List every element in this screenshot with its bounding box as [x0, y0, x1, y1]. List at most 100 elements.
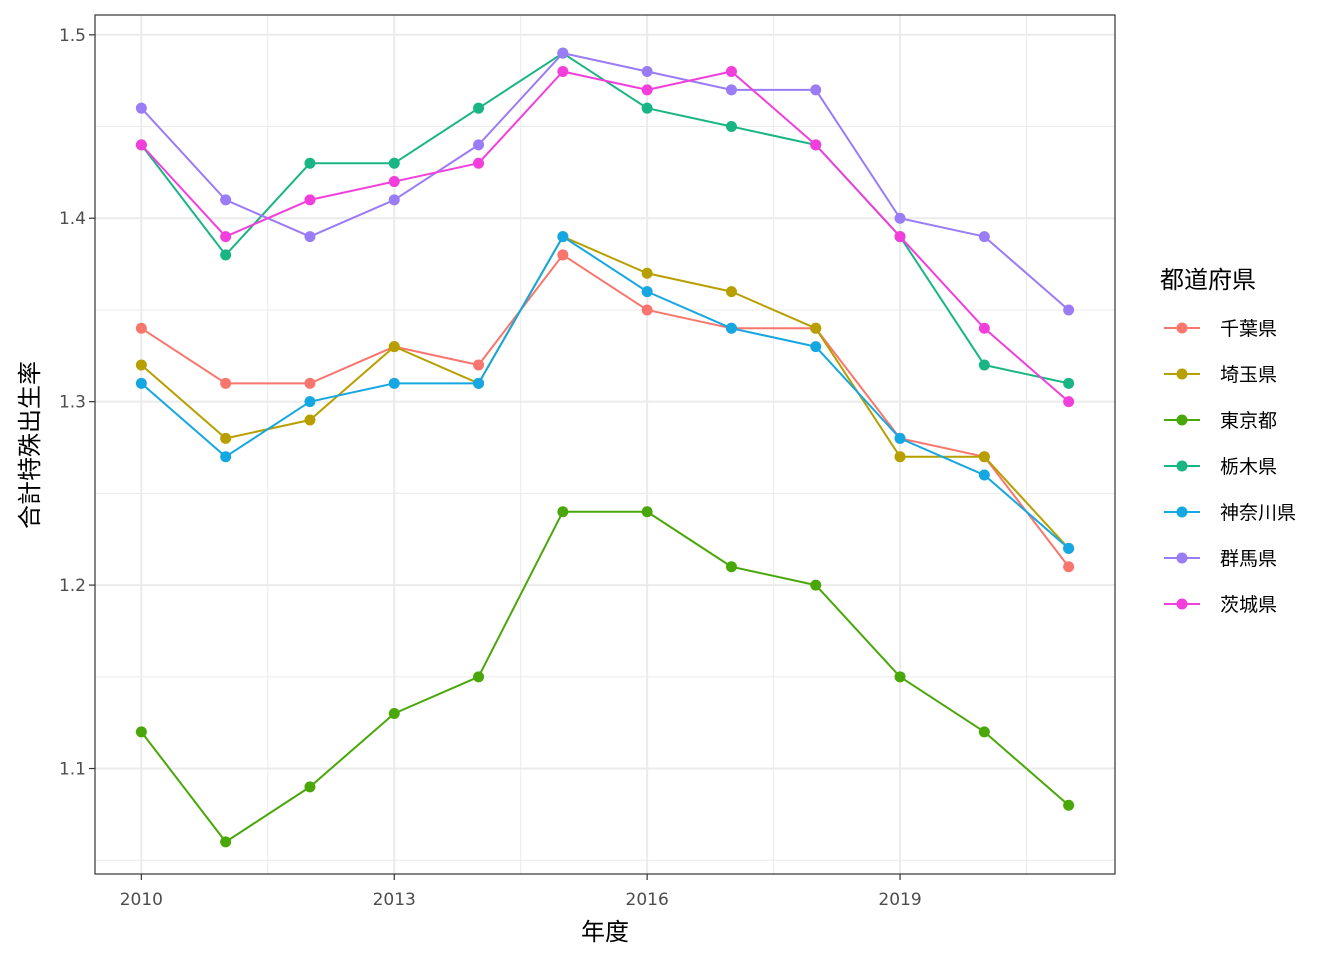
data-point	[473, 359, 485, 371]
legend-key-point	[1176, 414, 1188, 426]
data-point	[810, 84, 822, 96]
data-point	[473, 102, 485, 114]
data-point	[978, 469, 990, 481]
legend-label: 千葉県	[1220, 318, 1277, 340]
series-layer	[135, 47, 1075, 848]
data-point	[641, 84, 653, 96]
legend-label: 埼玉県	[1220, 364, 1277, 386]
legend-key-point	[1176, 552, 1188, 564]
data-point	[1063, 542, 1075, 554]
series-7	[135, 65, 1075, 408]
data-point	[135, 726, 147, 738]
data-point	[220, 377, 232, 389]
data-point	[304, 231, 316, 243]
data-point	[220, 836, 232, 848]
series-line	[140, 510, 1070, 843]
y-axis: 1.1 1.2 1.3 1.4 1.5	[59, 26, 95, 780]
legend-key-point	[1176, 506, 1188, 518]
data-point	[725, 84, 737, 96]
legend-label: 群馬県	[1220, 548, 1277, 570]
data-point	[473, 377, 485, 389]
data-point	[894, 451, 906, 463]
data-point	[557, 65, 569, 77]
legend-item: 神奈川県	[1164, 502, 1296, 524]
y-tick-label: 1.3	[59, 393, 86, 413]
series-line	[140, 70, 1070, 403]
x-axis-title: 年度	[581, 918, 629, 946]
data-point	[725, 322, 737, 334]
data-point	[894, 432, 906, 444]
data-point	[1063, 799, 1075, 811]
data-point	[1063, 377, 1075, 389]
data-point	[1063, 304, 1075, 316]
legend-item: 埼玉県	[1164, 364, 1277, 386]
data-point	[810, 579, 822, 591]
series-line	[140, 52, 1070, 311]
data-point	[725, 561, 737, 573]
legend-item: 千葉県	[1164, 318, 1277, 340]
series-line	[140, 253, 1070, 568]
data-point	[641, 267, 653, 279]
data-point	[473, 157, 485, 169]
legend-label: 東京都	[1220, 410, 1277, 432]
data-point	[641, 286, 653, 298]
legend-title: 都道府県	[1160, 266, 1256, 294]
data-point	[304, 377, 316, 389]
data-point	[220, 451, 232, 463]
data-point	[220, 249, 232, 261]
data-point	[725, 65, 737, 77]
data-point	[894, 212, 906, 224]
data-point	[978, 231, 990, 243]
series-6	[135, 47, 1075, 316]
data-point	[388, 194, 400, 206]
legend-item: 群馬県	[1164, 548, 1277, 570]
data-point	[725, 286, 737, 298]
legend-key-point	[1176, 322, 1188, 334]
data-point	[220, 432, 232, 444]
x-tick-label: 2016	[626, 890, 669, 910]
data-point	[557, 231, 569, 243]
legend-label: 茨城県	[1220, 594, 1277, 616]
x-tick-label: 2019	[878, 890, 921, 910]
legend-key-point	[1176, 460, 1188, 472]
data-point	[978, 322, 990, 334]
y-tick-label: 1.5	[59, 26, 86, 46]
data-point	[304, 157, 316, 169]
data-point	[304, 396, 316, 408]
data-point	[978, 726, 990, 738]
legend-item: 茨城県	[1164, 594, 1277, 616]
y-axis-title: 合計特殊出生率	[16, 361, 44, 529]
legend-label: 神奈川県	[1220, 502, 1296, 524]
data-point	[388, 707, 400, 719]
data-point	[388, 377, 400, 389]
data-point	[135, 322, 147, 334]
data-point	[304, 194, 316, 206]
y-tick-label: 1.1	[59, 760, 86, 780]
data-point	[641, 102, 653, 114]
data-point	[388, 341, 400, 353]
data-point	[135, 359, 147, 371]
y-tick-label: 1.2	[59, 576, 86, 596]
data-point	[1063, 396, 1075, 408]
x-tick-label: 2013	[373, 890, 416, 910]
data-point	[978, 359, 990, 371]
legend-item: 東京都	[1164, 410, 1277, 432]
data-point	[557, 506, 569, 518]
data-point	[1063, 561, 1075, 573]
data-point	[135, 102, 147, 114]
data-point	[473, 139, 485, 151]
data-point	[641, 304, 653, 316]
data-point	[220, 231, 232, 243]
series-line	[140, 235, 1070, 550]
panel-border	[94, 14, 1116, 875]
y-tick-label: 1.4	[59, 209, 86, 229]
legend-key-point	[1176, 598, 1188, 610]
data-point	[304, 781, 316, 793]
series-5	[135, 231, 1075, 554]
data-point	[557, 249, 569, 261]
data-point	[978, 451, 990, 463]
x-tick-label: 2010	[120, 890, 163, 910]
